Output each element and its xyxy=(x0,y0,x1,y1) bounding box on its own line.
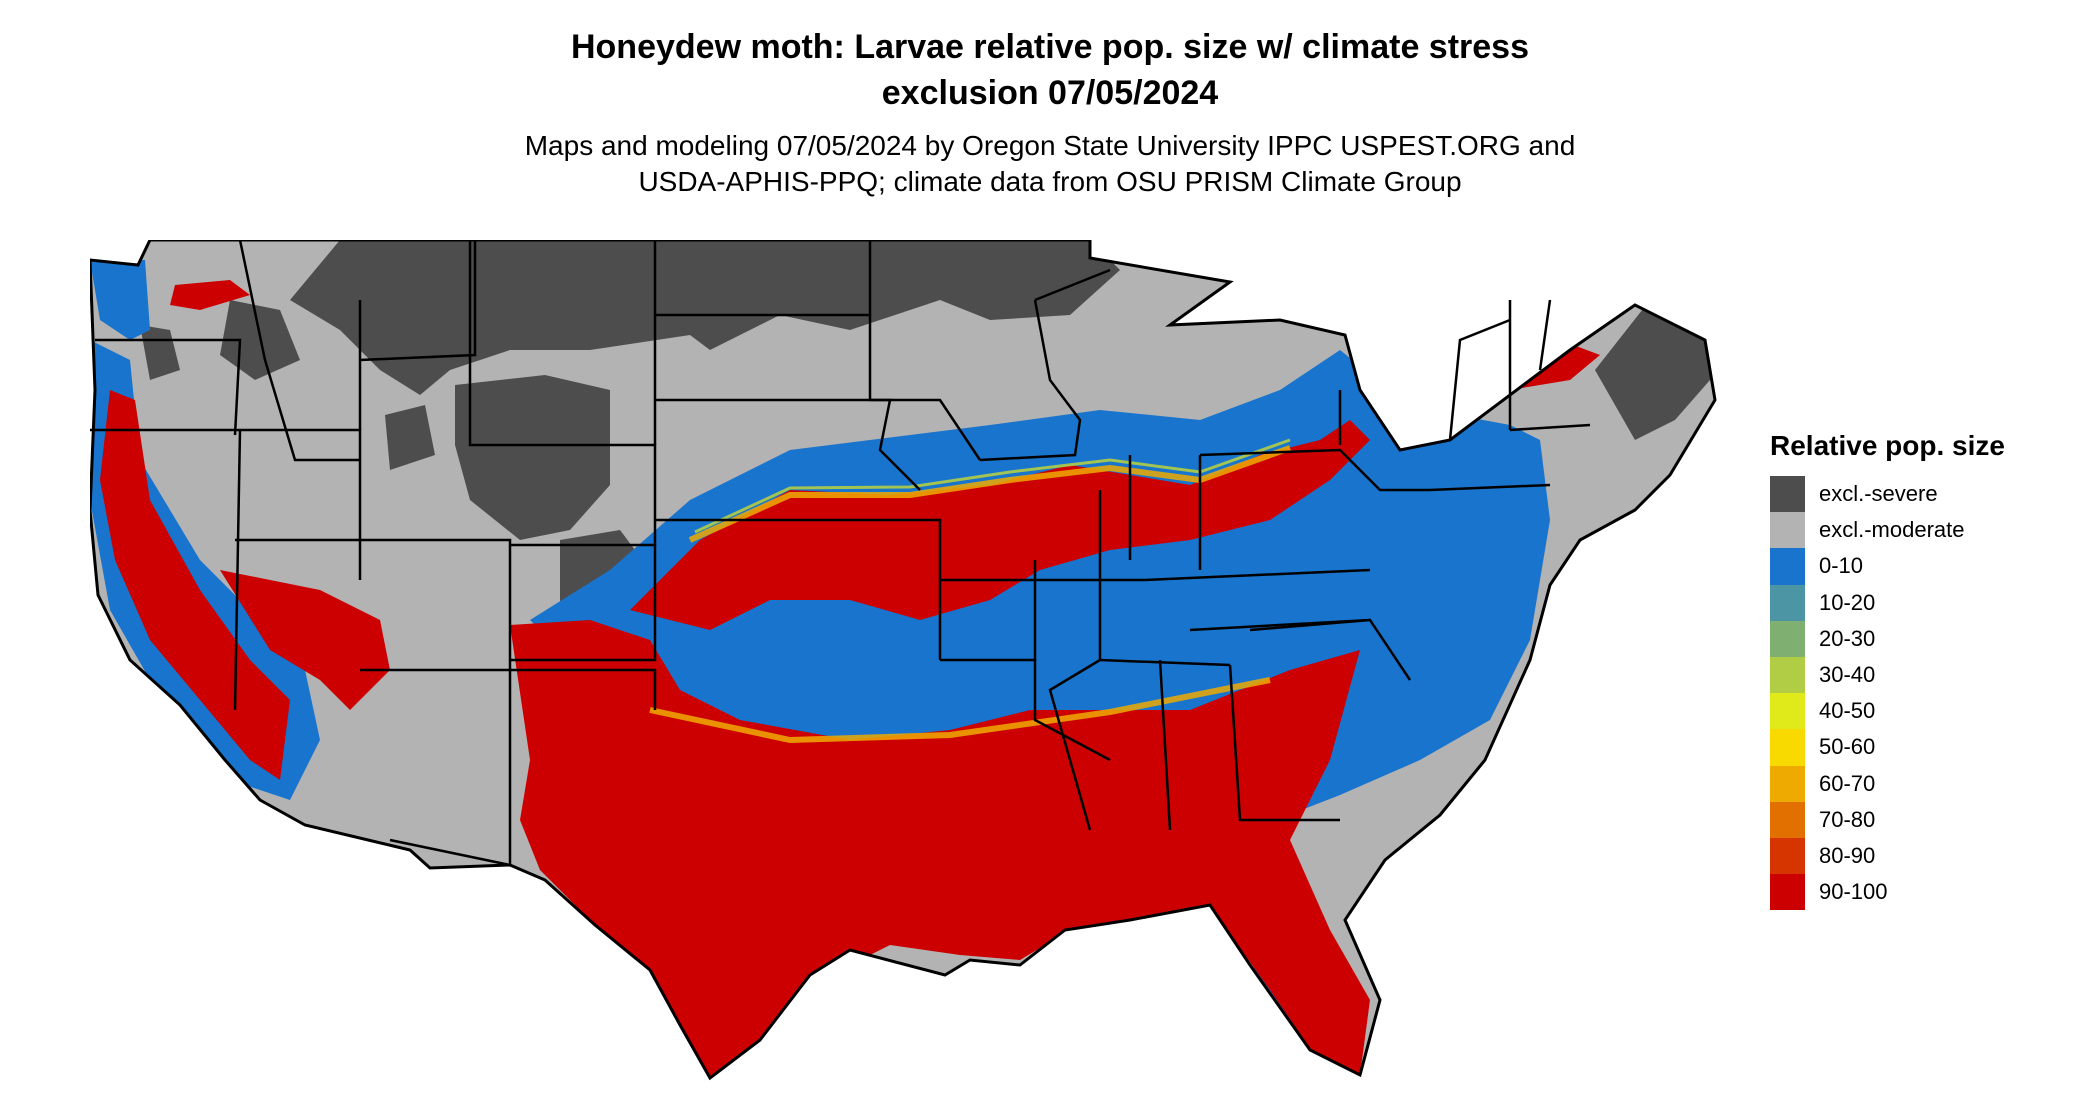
legend-item: 30-40 xyxy=(1770,656,2005,694)
legend-title: Relative pop. size xyxy=(1770,430,2005,461)
subtitle-line-2: USDA-APHIS-PPQ; climate data from OSU PR… xyxy=(638,166,1462,197)
legend-swatch xyxy=(1770,548,1805,585)
legend: Relative pop. size excl.-severe excl.-mod… xyxy=(1770,430,2005,911)
map-subtitle: Maps and modeling 07/05/2024 by Oregon S… xyxy=(0,128,2100,200)
legend-item: 70-80 xyxy=(1770,801,2005,838)
legend-label: excl.-severe xyxy=(1819,481,1938,507)
legend-swatch xyxy=(1770,837,1805,875)
legend-swatch xyxy=(1770,801,1805,838)
legend-swatch xyxy=(1770,512,1805,549)
legend-label: 30-40 xyxy=(1819,662,1876,688)
legend-swatch xyxy=(1770,476,1805,513)
legend-swatch xyxy=(1770,874,1805,911)
legend-label: 80-90 xyxy=(1819,842,1876,868)
legend-item: 40-50 xyxy=(1770,693,2005,730)
legend-label: excl.-moderate xyxy=(1819,517,1965,543)
legend-label: 10-20 xyxy=(1819,589,1876,615)
legend-swatch xyxy=(1770,765,1805,802)
legend-label: 0-10 xyxy=(1819,553,1864,579)
legend-label: 90-100 xyxy=(1819,879,1888,905)
subtitle-line-1: Maps and modeling 07/05/2024 by Oregon S… xyxy=(524,130,1576,161)
legend-item: 20-30 xyxy=(1770,620,2005,657)
legend-label: 60-70 xyxy=(1819,770,1876,796)
legend-swatch xyxy=(1770,693,1805,730)
legend-label: 50-60 xyxy=(1819,734,1876,760)
legend-item: 80-90 xyxy=(1770,837,2005,875)
title-line-1: Honeydew moth: Larvae relative pop. size… xyxy=(570,28,1529,66)
map-title: Honeydew moth: Larvae relative pop. size… xyxy=(0,24,2100,116)
legend-label: 40-50 xyxy=(1819,698,1876,724)
legend-item: 0-10 xyxy=(1770,548,2005,585)
legend-item: excl.-severe xyxy=(1770,476,2005,513)
legend-swatch xyxy=(1770,656,1805,694)
legend-item: excl.-moderate xyxy=(1770,512,2005,549)
legend-item: 60-70 xyxy=(1770,765,2005,802)
legend-label: 70-80 xyxy=(1819,806,1876,832)
title-line-2: exclusion 07/05/2024 xyxy=(881,74,1219,112)
legend-items: excl.-severe excl.-moderate 0-10 10-20 20-30… xyxy=(1770,476,2005,911)
legend-swatch xyxy=(1770,584,1805,621)
legend-label: 20-30 xyxy=(1819,625,1876,651)
legend-item: 50-60 xyxy=(1770,729,2005,766)
us-map xyxy=(90,240,1717,1080)
legend-swatch xyxy=(1770,620,1805,657)
legend-item: 90-100 xyxy=(1770,874,2005,911)
legend-swatch xyxy=(1770,729,1805,766)
legend-item: 10-20 xyxy=(1770,584,2005,621)
